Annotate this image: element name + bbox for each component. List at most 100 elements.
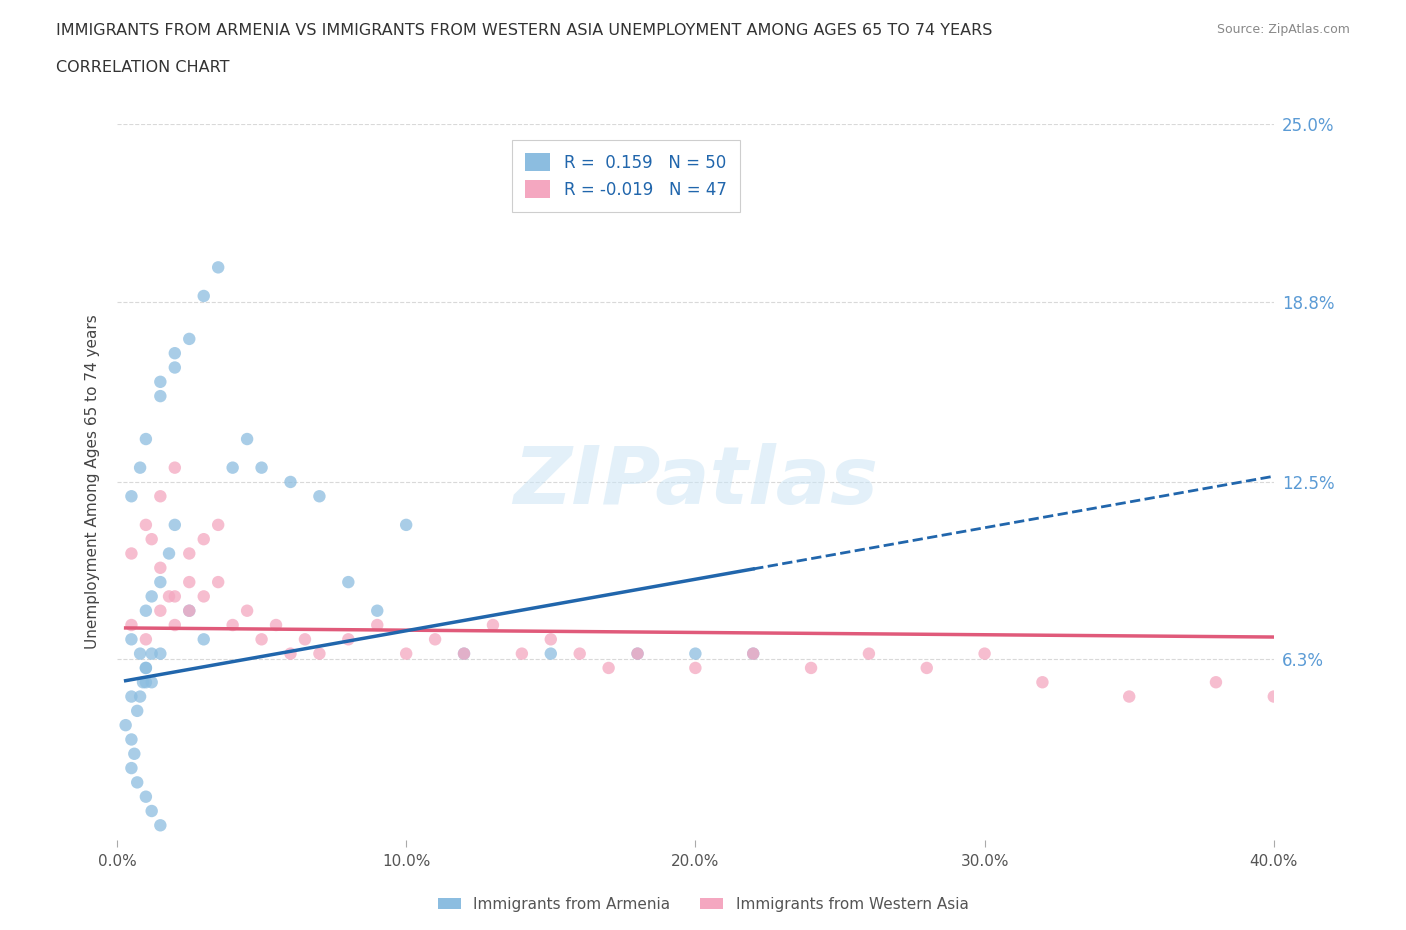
Point [250, 631, 273, 646]
Point [193, 589, 215, 604]
Point [510, 646, 533, 661]
Point [366, 618, 388, 632]
Point [482, 618, 505, 632]
Point [742, 646, 765, 661]
Point [129, 460, 152, 475]
Point [120, 689, 142, 704]
Point [120, 489, 142, 504]
Point [207, 517, 229, 532]
Point [149, 561, 172, 576]
Point [453, 646, 475, 661]
Point [135, 604, 157, 618]
Point [685, 660, 707, 675]
Point [149, 389, 172, 404]
Point [163, 460, 186, 475]
Point [453, 646, 475, 661]
Point [120, 761, 142, 776]
Point [135, 660, 157, 675]
Point [337, 631, 360, 646]
Point [141, 675, 163, 690]
Point [135, 517, 157, 532]
Point [337, 575, 360, 590]
Point [179, 575, 201, 590]
Point [280, 646, 302, 661]
Point [120, 732, 142, 747]
Point [423, 631, 446, 646]
Point [149, 375, 172, 390]
Point [120, 546, 142, 561]
Point [540, 646, 562, 661]
Point [179, 604, 201, 618]
Point [163, 589, 186, 604]
Point [1118, 689, 1140, 704]
Legend: Immigrants from Armenia, Immigrants from Western Asia: Immigrants from Armenia, Immigrants from… [432, 891, 974, 918]
Point [163, 618, 186, 632]
Point [207, 259, 229, 274]
Point [135, 675, 157, 690]
Point [141, 532, 163, 547]
Point [149, 646, 172, 661]
Point [973, 646, 995, 661]
Legend: R =  0.159   N = 50, R = -0.019   N = 47: R = 0.159 N = 50, R = -0.019 N = 47 [512, 140, 740, 212]
Point [685, 646, 707, 661]
Point [149, 489, 172, 504]
Point [163, 360, 186, 375]
Point [124, 747, 146, 762]
Point [135, 660, 157, 675]
Point [141, 646, 163, 661]
Point [193, 631, 215, 646]
Point [626, 646, 648, 661]
Point [221, 618, 243, 632]
Point [149, 604, 172, 618]
Point [1031, 675, 1053, 690]
Point [120, 618, 142, 632]
Point [163, 346, 186, 361]
Point [135, 631, 157, 646]
Point [1263, 689, 1285, 704]
Point [129, 646, 152, 661]
Point [193, 532, 215, 547]
Point [193, 288, 215, 303]
Point [157, 589, 180, 604]
Point [568, 646, 591, 661]
Point [132, 675, 155, 690]
Point [141, 804, 163, 818]
Point [250, 460, 273, 475]
Point [858, 646, 880, 661]
Point [626, 646, 648, 661]
Point [915, 660, 938, 675]
Point [141, 589, 163, 604]
Y-axis label: Unemployment Among Ages 65 to 74 years: Unemployment Among Ages 65 to 74 years [86, 314, 100, 649]
Text: Source: ZipAtlas.com: Source: ZipAtlas.com [1216, 23, 1350, 36]
Point [221, 460, 243, 475]
Point [280, 474, 302, 489]
Point [395, 646, 418, 661]
Point [1205, 675, 1227, 690]
Point [236, 432, 259, 446]
Point [179, 546, 201, 561]
Point [135, 432, 157, 446]
Text: CORRELATION CHART: CORRELATION CHART [56, 60, 229, 75]
Point [179, 331, 201, 346]
Point [127, 703, 149, 718]
Point [129, 689, 152, 704]
Point [163, 517, 186, 532]
Point [366, 604, 388, 618]
Text: ZIPatlas: ZIPatlas [513, 443, 877, 521]
Point [149, 575, 172, 590]
Point [800, 660, 823, 675]
Point [157, 546, 180, 561]
Point [127, 775, 149, 790]
Point [149, 817, 172, 832]
Text: IMMIGRANTS FROM ARMENIA VS IMMIGRANTS FROM WESTERN ASIA UNEMPLOYMENT AMONG AGES : IMMIGRANTS FROM ARMENIA VS IMMIGRANTS FR… [56, 23, 993, 38]
Point [120, 631, 142, 646]
Point [179, 604, 201, 618]
Point [264, 618, 287, 632]
Point [598, 660, 620, 675]
Point [207, 575, 229, 590]
Point [236, 604, 259, 618]
Point [395, 517, 418, 532]
Point [308, 646, 330, 661]
Point [308, 489, 330, 504]
Point [114, 718, 136, 733]
